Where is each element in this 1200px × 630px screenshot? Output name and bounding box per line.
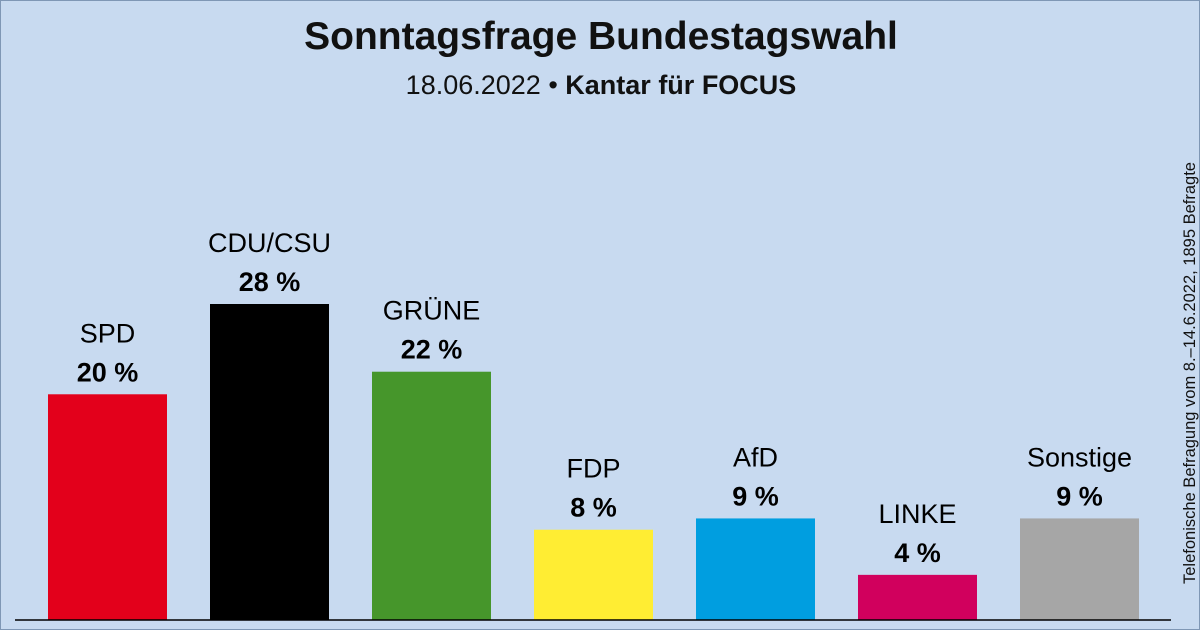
value-label: 4 % [894,538,941,568]
value-label: 9 % [1056,481,1103,511]
subtitle-separator: • [548,70,558,100]
bar-afd [696,518,815,620]
bar-linke [858,574,977,620]
poll-source: Kantar für FOCUS [565,70,797,100]
party-label: AfD [733,442,778,472]
value-label: 28 % [239,267,301,297]
bar-grüne [372,371,491,620]
value-label: 20 % [77,357,139,387]
value-label: 9 % [732,481,779,511]
survey-note: Telefonische Befragung vom 8.–14.6.2022,… [1181,162,1199,584]
poll-date: 18.06.2022 [405,70,541,100]
value-label: 22 % [401,335,463,365]
party-label: SPD [80,318,136,348]
party-label: CDU/CSU [208,228,331,258]
party-label: GRÜNE [383,296,481,326]
bar-fdp [534,529,653,620]
bar-sonstige [1020,518,1139,620]
party-label: Sonstige [1027,442,1132,472]
value-label: 8 % [570,493,617,523]
chart-title: Sonntagsfrage Bundestagswahl [304,15,898,58]
bar-spd [48,394,167,620]
chart-subtitle: 18.06.2022 • Kantar für FOCUS [1,67,1200,103]
bar-cdu-csu [210,304,329,620]
party-label: FDP [567,454,621,484]
party-label: LINKE [878,499,956,529]
